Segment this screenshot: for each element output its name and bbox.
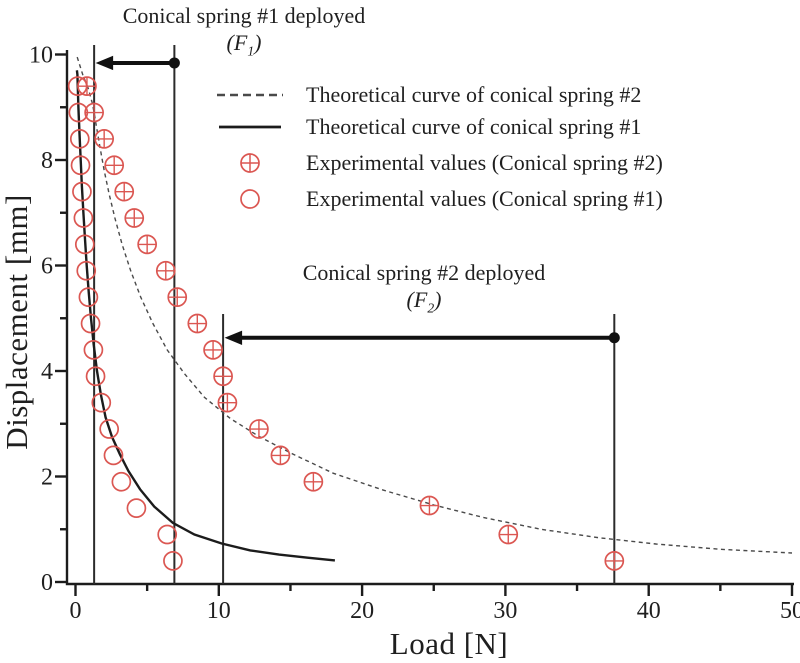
circle-icon xyxy=(83,340,104,360)
x-tick-label: 10 xyxy=(207,598,231,624)
curve-theoretical-spring2 xyxy=(76,56,793,554)
circle-plus-marker-icon xyxy=(214,152,286,174)
annotation-spring1-deployed: Conical spring #1 deployed (F1) xyxy=(94,2,394,64)
tick-labels: 0 10 20 30 40 50 0 2 4 6 8 10 xyxy=(29,43,800,625)
circle-icon xyxy=(73,208,94,228)
annotation-spring1-text: Conical spring #1 deployed xyxy=(122,3,366,28)
legend: Theoretical curve of conical spring #2 T… xyxy=(214,80,663,217)
circle-icon xyxy=(78,287,99,307)
axis-spines xyxy=(65,50,794,586)
legend-item-experimental-spring2: Experimental values (Conical spring #2) xyxy=(214,145,663,181)
y-tick-label: 6 xyxy=(41,254,53,280)
x-axis-title: Load [N] xyxy=(389,626,509,661)
circle-icon xyxy=(72,181,92,202)
legend-item-theoretical-spring2: Theoretical curve of conical spring #2 xyxy=(214,80,663,109)
y-tick-label: 10 xyxy=(29,43,53,69)
markers-experimental-spring1 xyxy=(67,76,183,571)
legend-label: Experimental values (Conical spring #1) xyxy=(306,186,663,211)
circle-icon xyxy=(69,129,90,149)
circle-icon xyxy=(163,551,183,571)
deployed-region-F2 xyxy=(222,314,620,584)
circle-icon xyxy=(74,234,95,255)
force-arrow-head-icon xyxy=(95,55,114,71)
x-tick-label: 50 xyxy=(780,598,800,624)
x-tick-label: 20 xyxy=(350,598,374,624)
circle-icon xyxy=(126,498,147,518)
circle-icon xyxy=(76,260,97,281)
annotation-spring2-deployed: Conical spring #2 deployed (F2) xyxy=(274,259,574,321)
x-tick-label: 30 xyxy=(493,598,517,624)
annotation-spring1-force: (F1) xyxy=(226,30,262,59)
legend-label: Experimental values (Conical spring #2) xyxy=(306,150,663,175)
x-tick-label: 40 xyxy=(637,598,661,624)
y-tick-label: 4 xyxy=(41,359,53,385)
y-tick-label: 8 xyxy=(41,148,53,174)
circle-icon xyxy=(157,524,178,545)
annotation-spring2-force: (F2) xyxy=(406,287,442,316)
deployed-region-F1 xyxy=(93,45,180,584)
curve-theoretical-spring1 xyxy=(75,70,336,562)
circle-icon xyxy=(85,366,106,387)
axes xyxy=(55,50,794,596)
force-arrow-head-icon xyxy=(224,330,243,345)
circle-icon xyxy=(70,155,91,176)
circle-icon xyxy=(111,471,132,492)
circle-icon xyxy=(91,392,112,413)
y-tick-label: 2 xyxy=(41,465,53,491)
circle-marker-icon xyxy=(214,188,286,210)
circle-icon xyxy=(80,313,101,334)
circle-icon xyxy=(67,76,88,97)
markers-experimental-spring2 xyxy=(77,76,625,571)
legend-label: Theoretical curve of conical spring #1 xyxy=(306,114,642,139)
legend-item-theoretical-spring1: Theoretical curve of conical spring #1 xyxy=(214,109,663,145)
y-tick-label: 0 xyxy=(41,570,53,596)
circle-icon xyxy=(103,445,124,466)
circle-icon xyxy=(99,419,120,439)
force-arrow-dot-icon xyxy=(168,57,180,69)
y-axis-title: Displacement [mm] xyxy=(0,194,34,450)
solid-line-swatch-icon xyxy=(214,123,286,131)
dashed-line-swatch-icon xyxy=(214,91,286,99)
x-tick-label: 0 xyxy=(70,598,82,624)
legend-label: Theoretical curve of conical spring #2 xyxy=(306,81,642,107)
force-arrow-dot-icon xyxy=(608,332,620,344)
legend-item-experimental-spring1: Experimental values (Conical spring #1) xyxy=(214,181,663,217)
circle-icon xyxy=(68,102,89,123)
annotation-spring2-text: Conical spring #2 deployed xyxy=(302,260,546,285)
